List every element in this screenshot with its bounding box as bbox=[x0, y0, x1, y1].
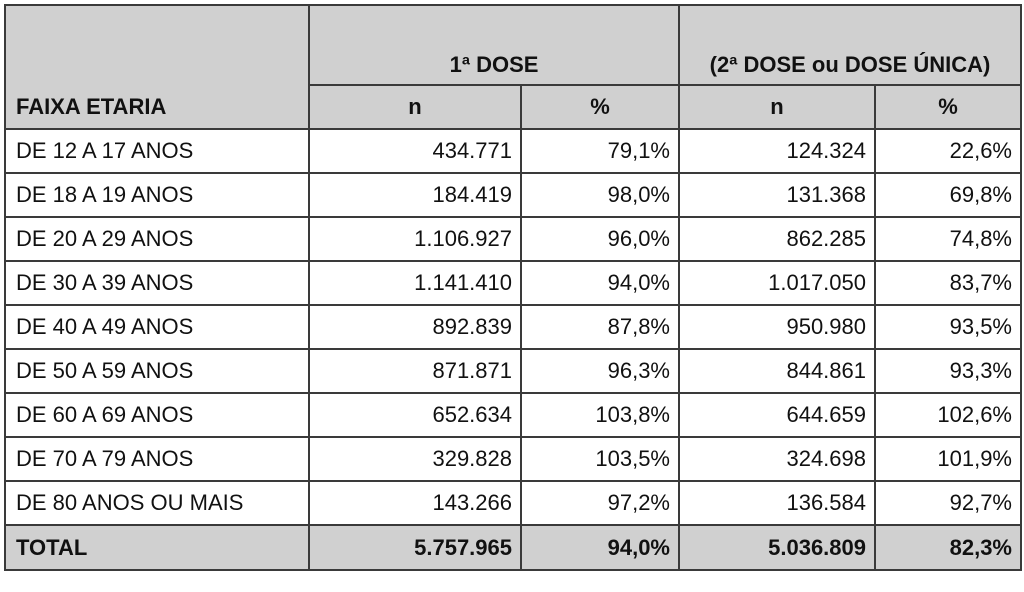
table-row: DE 60 A 69 ANOS 652.634 103,8% 644.659 1… bbox=[4, 392, 1022, 438]
age-group-cell: DE 40 A 49 ANOS bbox=[4, 304, 310, 350]
age-group-cell: DE 70 A 79 ANOS bbox=[4, 436, 310, 482]
second-dose-n-cell: 1.017.050 bbox=[678, 260, 876, 306]
first-dose-pct-cell: 103,8% bbox=[520, 392, 680, 438]
second-dose-n-cell: 324.698 bbox=[678, 436, 876, 482]
age-group-header: FAIXA ETARIA bbox=[4, 4, 310, 130]
header-row-2: n % n % bbox=[5, 84, 1022, 130]
second-dose-pct-cell: 93,3% bbox=[874, 348, 1022, 394]
table-row: DE 40 A 49 ANOS 892.839 87,8% 950.980 93… bbox=[4, 304, 1022, 350]
table-row: DE 70 A 79 ANOS 329.828 103,5% 324.698 1… bbox=[4, 436, 1022, 482]
first-dose-header: 1ª DOSE bbox=[308, 4, 680, 86]
first-dose-pct-cell: 96,0% bbox=[520, 216, 680, 262]
table-row: DE 12 A 17 ANOS 434.771 79,1% 124.324 22… bbox=[4, 128, 1022, 174]
second-dose-pct-cell: 101,9% bbox=[874, 436, 1022, 482]
header-row-1: FAIXA ETARIA 1ª DOSE (2ª DOSE ou DOSE ÚN… bbox=[4, 4, 1022, 130]
age-group-cell: DE 30 A 39 ANOS bbox=[4, 260, 310, 306]
first-dose-n-cell: 652.634 bbox=[308, 392, 522, 438]
second-dose-n-cell: 844.861 bbox=[678, 348, 876, 394]
first-dose-pct-cell: 79,1% bbox=[520, 128, 680, 174]
second-dose-n-cell: 124.324 bbox=[678, 128, 876, 174]
age-group-cell: DE 60 A 69 ANOS bbox=[4, 392, 310, 438]
first-dose-n-cell: 434.771 bbox=[308, 128, 522, 174]
first-dose-n-cell: 892.839 bbox=[308, 304, 522, 350]
first-dose-n-header: n bbox=[308, 84, 522, 130]
second-dose-n-cell: 644.659 bbox=[678, 392, 876, 438]
total-first-dose-n-cell: 5.757.965 bbox=[308, 524, 522, 571]
second-dose-header: (2ª DOSE ou DOSE ÚNICA) bbox=[678, 4, 1022, 86]
second-dose-pct-cell: 93,5% bbox=[874, 304, 1022, 350]
second-dose-pct-cell: 74,8% bbox=[874, 216, 1022, 262]
total-label-cell: TOTAL bbox=[4, 524, 310, 571]
table-row: DE 80 ANOS OU MAIS 143.266 97,2% 136.584… bbox=[4, 480, 1022, 526]
total-row: TOTAL 5.757.965 94,0% 5.036.809 82,3% bbox=[4, 524, 1022, 571]
table-row: DE 30 A 39 ANOS 1.141.410 94,0% 1.017.05… bbox=[4, 260, 1022, 306]
second-dose-n-cell: 136.584 bbox=[678, 480, 876, 526]
age-group-cell: DE 18 A 19 ANOS bbox=[4, 172, 310, 218]
first-dose-n-cell: 871.871 bbox=[308, 348, 522, 394]
first-dose-pct-cell: 98,0% bbox=[520, 172, 680, 218]
age-group-cell: DE 12 A 17 ANOS bbox=[4, 128, 310, 174]
table-row: DE 50 A 59 ANOS 871.871 96,3% 844.861 93… bbox=[4, 348, 1022, 394]
vaccination-table: FAIXA ETARIA 1ª DOSE (2ª DOSE ou DOSE ÚN… bbox=[4, 4, 1022, 571]
second-dose-pct-cell: 102,6% bbox=[874, 392, 1022, 438]
first-dose-pct-cell: 97,2% bbox=[520, 480, 680, 526]
second-dose-n-header: n bbox=[678, 84, 876, 130]
vaccination-table-container: FAIXA ETARIA 1ª DOSE (2ª DOSE ou DOSE ÚN… bbox=[4, 4, 1022, 571]
first-dose-n-cell: 1.106.927 bbox=[308, 216, 522, 262]
second-dose-n-cell: 950.980 bbox=[678, 304, 876, 350]
age-group-cell: DE 20 A 29 ANOS bbox=[4, 216, 310, 262]
total-second-dose-n-cell: 5.036.809 bbox=[678, 524, 876, 571]
table-row: DE 18 A 19 ANOS 184.419 98,0% 131.368 69… bbox=[4, 172, 1022, 218]
first-dose-n-cell: 329.828 bbox=[308, 436, 522, 482]
first-dose-pct-header: % bbox=[520, 84, 680, 130]
second-dose-pct-cell: 22,6% bbox=[874, 128, 1022, 174]
second-dose-pct-header: % bbox=[874, 84, 1022, 130]
first-dose-pct-cell: 103,5% bbox=[520, 436, 680, 482]
second-dose-pct-cell: 69,8% bbox=[874, 172, 1022, 218]
second-dose-n-cell: 131.368 bbox=[678, 172, 876, 218]
first-dose-pct-cell: 87,8% bbox=[520, 304, 680, 350]
table-row: DE 20 A 29 ANOS 1.106.927 96,0% 862.285 … bbox=[4, 216, 1022, 262]
first-dose-pct-cell: 94,0% bbox=[520, 260, 680, 306]
total-first-dose-pct-cell: 94,0% bbox=[520, 524, 680, 571]
age-group-cell: DE 80 ANOS OU MAIS bbox=[4, 480, 310, 526]
age-group-cell: DE 50 A 59 ANOS bbox=[4, 348, 310, 394]
second-dose-n-cell: 862.285 bbox=[678, 216, 876, 262]
first-dose-pct-cell: 96,3% bbox=[520, 348, 680, 394]
second-dose-pct-cell: 83,7% bbox=[874, 260, 1022, 306]
second-dose-pct-cell: 92,7% bbox=[874, 480, 1022, 526]
first-dose-n-cell: 143.266 bbox=[308, 480, 522, 526]
first-dose-n-cell: 184.419 bbox=[308, 172, 522, 218]
first-dose-n-cell: 1.141.410 bbox=[308, 260, 522, 306]
total-second-dose-pct-cell: 82,3% bbox=[874, 524, 1022, 571]
